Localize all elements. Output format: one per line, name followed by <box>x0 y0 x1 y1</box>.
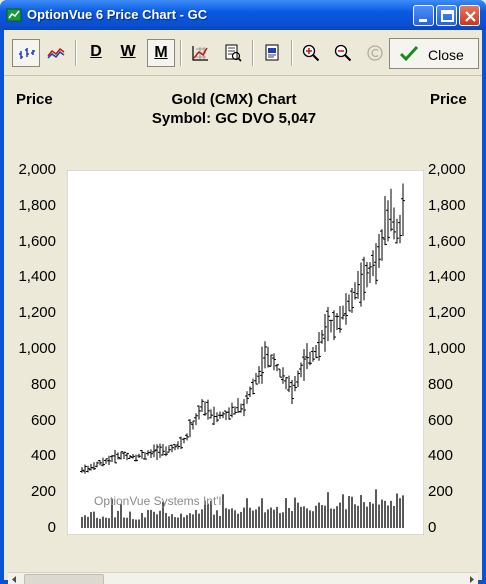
title-bar[interactable]: OptionVue 6 Price Chart - GC <box>0 0 486 30</box>
copyright-icon <box>367 45 383 61</box>
print-tool[interactable] <box>258 39 286 67</box>
minimize-button[interactable] <box>413 5 434 26</box>
scroll-left-icon[interactable] <box>8 573 21 584</box>
window-title: OptionVue 6 Price Chart - GC <box>27 7 208 22</box>
monthly-button[interactable]: M <box>147 39 175 67</box>
scrollbar-thumb[interactable] <box>24 574 104 584</box>
toolbar-separator <box>75 40 77 66</box>
zoom-in-icon <box>302 44 320 62</box>
app-icon <box>6 8 22 22</box>
zoom-out-icon <box>334 44 352 62</box>
toolbar-separator <box>291 40 293 66</box>
plot-background <box>67 170 424 535</box>
chart-subtitle: Symbol: GC DVO 5,047 <box>151 110 317 127</box>
horizontal-scrollbar[interactable] <box>8 572 478 584</box>
y-tick-label: 1,200 <box>428 304 466 322</box>
scroll-right-icon[interactable] <box>465 573 478 584</box>
line-chart-icon <box>47 47 65 59</box>
bar-chart-tool[interactable] <box>12 39 40 67</box>
maximize-button[interactable] <box>436 5 457 26</box>
y-tick-label: 1,800 <box>428 196 466 214</box>
y-tick-label: 2,000 <box>428 161 466 178</box>
daily-label: D <box>90 43 102 60</box>
y-tick-label: 1,400 <box>18 268 56 286</box>
close-icon <box>465 11 476 22</box>
document-icon <box>265 44 279 61</box>
y-tick-label: 1,000 <box>428 340 466 357</box>
toolbar: D W M <box>4 30 482 76</box>
y-tick-label: 800 <box>30 375 56 393</box>
checkmark-icon <box>399 45 419 62</box>
toolbar-separator <box>180 40 182 66</box>
weekly-button[interactable]: W <box>114 39 142 67</box>
y-tick-label: 200 <box>30 483 56 501</box>
monthly-label: M <box>154 44 168 61</box>
y-tick-label: 1,400 <box>428 268 466 286</box>
y-tick-label: 400 <box>428 447 454 465</box>
print-preview-icon <box>225 44 242 62</box>
y-tick-label: 400 <box>30 447 56 465</box>
ohlc-bars-icon <box>19 48 35 59</box>
y-tick-label: 2,000 <box>18 161 56 178</box>
left-axis-title: Price <box>16 91 53 108</box>
copyright-tool[interactable] <box>361 39 389 67</box>
y-tick-label: 1,800 <box>18 196 56 214</box>
line-chart-tool[interactable] <box>42 39 70 67</box>
daily-button[interactable]: D <box>82 39 110 67</box>
toolbar-separator <box>252 40 254 66</box>
price-plot[interactable] <box>67 170 424 535</box>
minimize-icon <box>419 19 427 22</box>
right-axis-title: Price <box>430 91 467 108</box>
window-close-button[interactable] <box>459 5 480 26</box>
y-tick-label: 1,200 <box>18 304 56 322</box>
chart-grid-icon <box>192 46 208 61</box>
close-button[interactable]: Close <box>389 38 479 69</box>
y-tick-label: 1,600 <box>18 232 56 250</box>
y-tick-label: 0 <box>428 519 437 536</box>
y-tick-label: 1,000 <box>18 340 56 357</box>
y-tick-label: 0 <box>47 519 56 536</box>
y-tick-label: 600 <box>30 411 56 429</box>
weekly-label: W <box>120 43 136 60</box>
y-tick-label: 1,600 <box>428 232 466 250</box>
zoom-in-tool[interactable] <box>297 39 325 67</box>
watermark: OptionVue Systems Int'l <box>94 494 222 508</box>
maximize-icon <box>441 10 454 22</box>
y-tick-label: 600 <box>428 411 454 429</box>
y-tick-label: 800 <box>428 375 454 393</box>
client-area: D W M <box>4 30 482 584</box>
close-button-label: Close <box>428 47 464 63</box>
zoom-out-tool[interactable] <box>329 39 357 67</box>
print-preview-tool[interactable] <box>219 39 247 67</box>
y-tick-label: 200 <box>428 483 454 501</box>
chart-title: Gold (CMX) Chart <box>171 91 297 108</box>
grid-tool[interactable] <box>186 39 214 67</box>
